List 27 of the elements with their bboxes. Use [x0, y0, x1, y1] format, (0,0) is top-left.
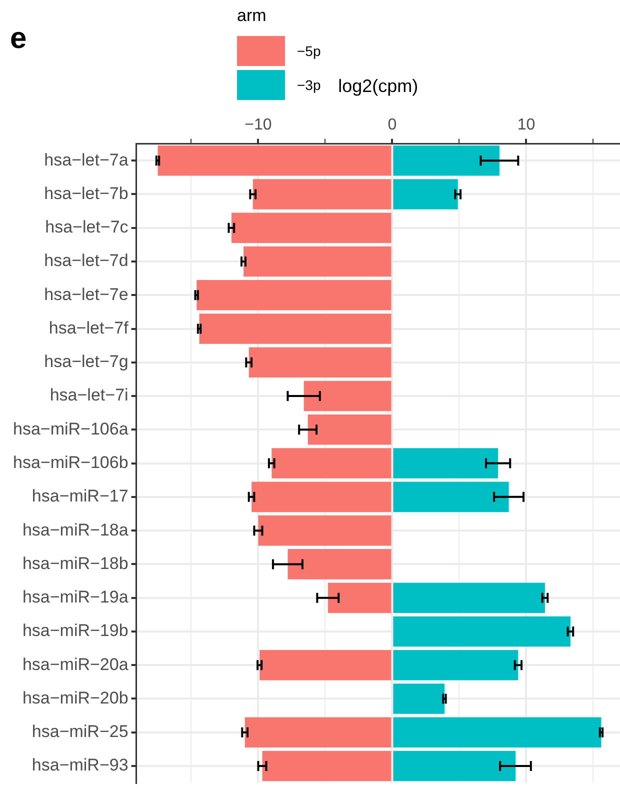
y-tick-label: hsa−let−7b — [44, 184, 128, 203]
y-tick-label: hsa−miR−19a — [22, 588, 129, 607]
y-tick-label: hsa−miR−18b — [22, 554, 128, 573]
y-tick-label: hsa−miR−17 — [32, 486, 128, 506]
x-tick-label: −10 — [244, 116, 272, 134]
y-tick-label: hsa−miR−19b — [22, 621, 128, 640]
y-tick-label: hsa−miR−25 — [32, 722, 128, 742]
y-tick-label: hsa−let−7f — [48, 318, 129, 338]
x-axis-title: log2(cpm) — [338, 76, 418, 96]
text: e — [10, 22, 27, 55]
y-tick-label: hsa−let−7i — [50, 386, 128, 405]
y-tick-label: hsa−let−7a — [44, 150, 129, 170]
y-tick-label: hsa−let−7g — [44, 352, 128, 372]
x-tick-label: 10 — [517, 116, 536, 134]
legend-label: −5p — [297, 43, 321, 59]
y-tick-label: hsa−miR−106b — [12, 452, 128, 472]
x-tick-label: 0 — [388, 116, 397, 134]
legend-label: −3p — [297, 77, 321, 93]
legend-title: arm — [237, 6, 268, 26]
y-tick-label: hsa−miR−18a — [22, 520, 129, 540]
y-tick-label: hsa−miR−20a — [22, 654, 129, 674]
y-tick-label: hsa−let−7d — [44, 251, 128, 270]
y-tick-label: hsa−miR−93 — [32, 756, 128, 775]
y-tick-label: hsa−let−7e — [44, 284, 128, 304]
y-tick-label: hsa−miR−106a — [12, 419, 129, 438]
y-tick-label: hsa−miR−20b — [22, 688, 128, 708]
y-tick-label: hsa−let−7c — [45, 218, 129, 237]
